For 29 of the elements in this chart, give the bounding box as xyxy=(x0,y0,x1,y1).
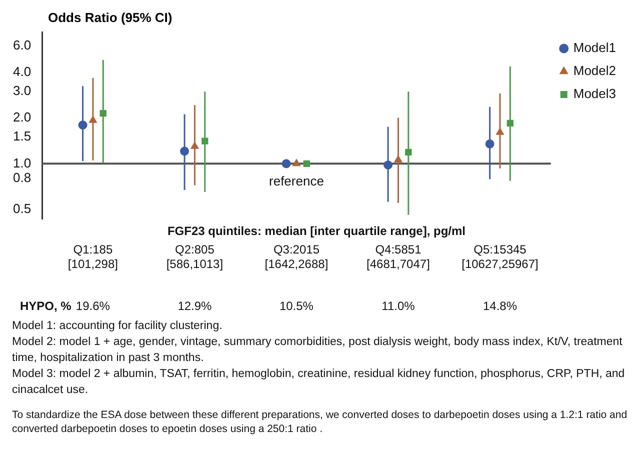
text: Model 3: model 2 + albumin, TSAT, ferritin, hemoglobin, creatinine, residual kidney function, phosphorus, CRP, PTH, and cinacalcet use. xyxy=(12,367,626,398)
y-tick-label: 0.8 xyxy=(12,170,32,185)
y-tick-label: 6.0 xyxy=(12,37,32,52)
y-tick-label: 1.5 xyxy=(12,128,32,144)
annotation: reference xyxy=(269,174,324,189)
text: 14.8% xyxy=(482,299,518,313)
x-tick-label: Q4:5851 [4681,7047] xyxy=(366,242,430,272)
text: 11.0% xyxy=(382,299,416,313)
text: Model 1: accounting for facility clustering. xyxy=(12,319,224,334)
x-axis-title: FGF23 quintiles: median [inter quartile range], pg/ml xyxy=(167,224,466,238)
text: Model 2: model 1 + age, gender, vintage, summary comorbidities, post dialysis weight, body mass index, Kt/V, treatment time, hospitalization in past 3 months. xyxy=(12,335,624,366)
text: 12.9% xyxy=(178,299,212,313)
y-tick-label: 0.5 xyxy=(12,200,32,216)
x-tick-label: Q3:2015 [1642,2688] xyxy=(264,242,328,272)
text: HYPO, % xyxy=(20,299,72,313)
legend-label: Model1 xyxy=(573,40,616,56)
legend-label: Model3 xyxy=(573,86,616,102)
y-tick-label: 1.0 xyxy=(12,155,32,170)
y-tick-label: 4.0 xyxy=(12,64,32,80)
x-tick-label: Q5:15345 [10627,25967] xyxy=(462,242,538,272)
text: 10.5% xyxy=(279,299,314,313)
text: To standardize the ESA dose between these different preparations, we converted doses to darbepoetin doses using a 1.2:1 ratio and converted darbepoetin doses to epoetin doses using a 250:1 ratio . xyxy=(12,408,628,436)
y-axis-title: Odds Ratio (95% CI) xyxy=(48,10,172,25)
y-tick-label: 2.0 xyxy=(12,110,32,125)
x-tick-label: Q2:805 [586,1013] xyxy=(166,242,224,272)
x-tick-label: Q1:185 [101,298] xyxy=(68,242,118,272)
legend-label: Model2 xyxy=(573,63,616,78)
text: 19.6% xyxy=(76,299,110,313)
y-tick-label: 3.0 xyxy=(12,82,32,98)
